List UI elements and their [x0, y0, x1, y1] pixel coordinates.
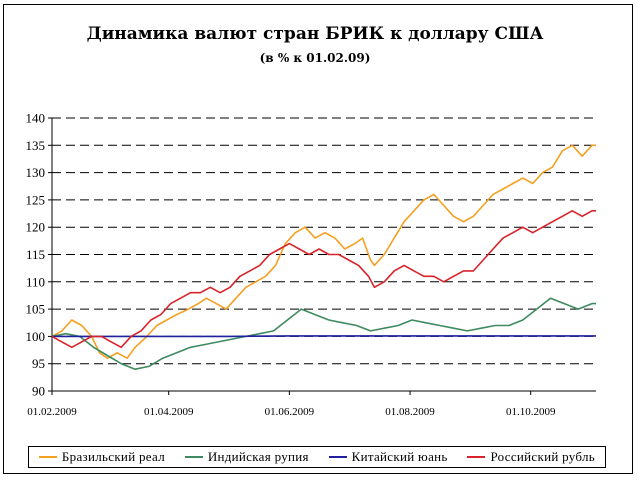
grid-lines: [52, 117, 596, 365]
y-tick-label: 140: [26, 111, 46, 126]
y-tick-label: 125: [26, 192, 46, 207]
chart-title: Динамика валют стран БРИК к доллару США: [86, 24, 544, 44]
series-line: [51, 144, 596, 359]
legend-item: Бразильский реал: [38, 449, 165, 465]
legend-swatch: [328, 456, 347, 458]
y-tick-label: 105: [26, 302, 46, 317]
y-tick-label: 100: [26, 329, 46, 344]
x-tick-label: 01.02.2009: [27, 406, 77, 418]
legend-swatch: [38, 456, 57, 458]
x-tick-label: 01.06.2009: [265, 406, 315, 418]
y-tick-label: 135: [26, 138, 46, 153]
legend-swatch: [467, 456, 486, 458]
y-tick-label: 115: [26, 247, 45, 262]
legend-item: Китайский юань: [328, 449, 448, 465]
series-line: [51, 210, 596, 349]
legend-swatch: [184, 456, 203, 458]
y-axis: 90 95 100 105 110 115 120 125 130 135 140: [26, 111, 53, 399]
series-line: [51, 297, 596, 370]
y-tick-label: 130: [26, 165, 46, 180]
legend-item: Индийская рупия: [184, 449, 309, 465]
y-tick-label: 90: [32, 384, 45, 399]
legend-label: Российский рубль: [490, 449, 596, 464]
x-tick-label: 01.08.2009: [385, 406, 435, 418]
series-lines: [51, 144, 596, 370]
legend: Бразильский реал Индийская рупия Китайский…: [28, 446, 606, 468]
y-tick-label: 95: [32, 356, 45, 371]
legend-label: Китайский юань: [351, 449, 448, 464]
x-axis: 01.02.2009 01.04.2009 01.06.2009 01.08.2009…: [27, 390, 596, 418]
legend-label: Бразильский реал: [61, 449, 165, 464]
x-tick-label: 01.04.2009: [144, 406, 194, 418]
legend-label: Индийская рупия: [207, 449, 309, 464]
y-tick-label: 120: [26, 220, 46, 235]
chart-frame: [3, 4, 633, 474]
series-line: [52, 335, 596, 338]
y-tick-label: 110: [26, 274, 45, 289]
legend-item: Российский рубль: [467, 449, 595, 465]
x-tick-label: 01.10.2009: [506, 406, 556, 418]
chart-subtitle: (в % к 01.02.09): [259, 51, 371, 65]
